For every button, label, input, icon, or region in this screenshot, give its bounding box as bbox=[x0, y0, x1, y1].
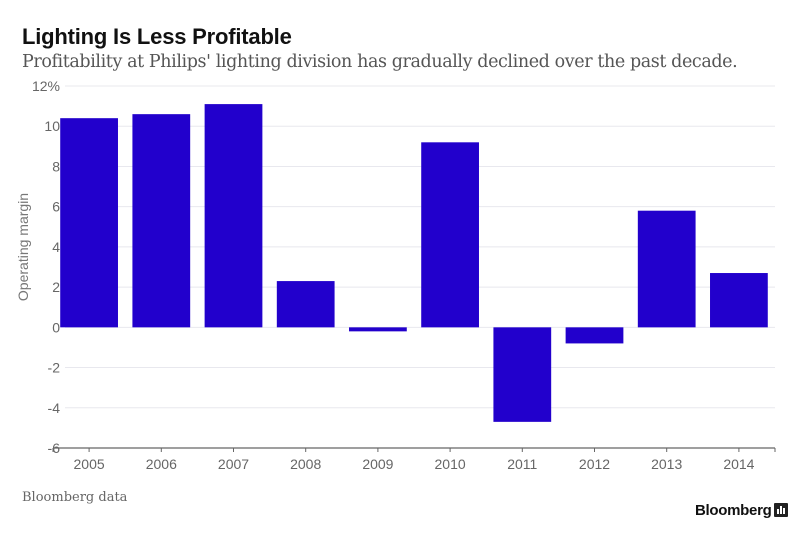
x-tick-label: 2009 bbox=[362, 456, 393, 472]
bar-chart-icon bbox=[774, 503, 788, 517]
x-tick-label: 2007 bbox=[218, 456, 249, 472]
x-tick-label: 2006 bbox=[146, 456, 177, 472]
source-note: Bloomberg data bbox=[22, 490, 128, 505]
y-tick-label: 12% bbox=[32, 78, 60, 94]
y-tick-label: -2 bbox=[48, 360, 61, 376]
y-tick-label: 6 bbox=[52, 199, 60, 215]
bar-2014 bbox=[710, 273, 768, 328]
bar-2010 bbox=[421, 142, 479, 328]
bar-2011 bbox=[493, 327, 552, 422]
y-tick-label: 2 bbox=[52, 279, 60, 295]
y-tick-label: 0 bbox=[52, 319, 60, 335]
bar-2012 bbox=[565, 327, 624, 344]
x-tick-label: 2010 bbox=[435, 456, 466, 472]
x-tick-label: 2005 bbox=[74, 456, 105, 472]
x-tick-label: 2012 bbox=[579, 456, 610, 472]
brand-logo-text: Bloomberg bbox=[695, 502, 772, 519]
y-tick-label: 8 bbox=[52, 158, 60, 174]
bar-2005 bbox=[60, 118, 118, 328]
y-axis-title: Operating margin bbox=[15, 193, 31, 301]
bar-2009 bbox=[349, 327, 407, 332]
bar-2008 bbox=[276, 281, 335, 328]
x-tick-label: 2008 bbox=[290, 456, 321, 472]
bar-2013 bbox=[637, 210, 696, 328]
chart-title: Lighting Is Less Profitable bbox=[22, 24, 292, 49]
bar-2006 bbox=[132, 114, 191, 328]
x-tick-label: 2013 bbox=[651, 456, 682, 472]
y-tick-label: 4 bbox=[52, 239, 60, 255]
x-tick-label: 2011 bbox=[507, 456, 537, 472]
chart-subtitle: Profitability at Philips' lighting divis… bbox=[22, 52, 738, 72]
y-tick-label: 10 bbox=[44, 118, 60, 134]
bar-2007 bbox=[204, 104, 263, 328]
y-tick-label: -4 bbox=[48, 400, 61, 416]
x-tick-label: 2014 bbox=[723, 456, 754, 472]
